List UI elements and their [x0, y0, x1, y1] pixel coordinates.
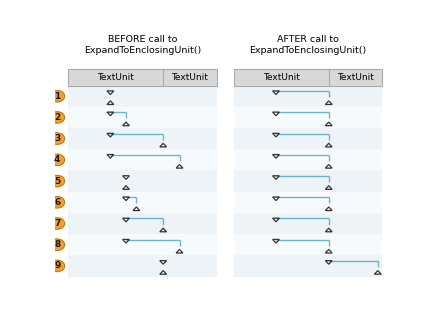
- Bar: [234, 234, 382, 255]
- Circle shape: [50, 133, 65, 144]
- Text: TextUnit: TextUnit: [337, 73, 374, 82]
- Text: 4: 4: [54, 155, 61, 164]
- Bar: [234, 255, 382, 277]
- Bar: [68, 170, 217, 192]
- Bar: [68, 149, 217, 170]
- Bar: [234, 213, 382, 234]
- Bar: [68, 192, 217, 213]
- Bar: [68, 69, 217, 86]
- Text: 1: 1: [54, 92, 60, 101]
- Circle shape: [50, 90, 65, 102]
- Bar: [234, 149, 382, 170]
- Text: 7: 7: [54, 219, 61, 228]
- Circle shape: [50, 239, 65, 250]
- Text: 8: 8: [54, 240, 60, 249]
- Bar: [68, 86, 217, 107]
- Circle shape: [50, 218, 65, 229]
- Bar: [234, 69, 382, 86]
- Bar: [234, 86, 382, 107]
- Circle shape: [50, 197, 65, 208]
- Text: 9: 9: [54, 261, 61, 270]
- Bar: [68, 107, 217, 128]
- Text: 3: 3: [54, 134, 60, 143]
- Bar: [234, 107, 382, 128]
- Bar: [68, 234, 217, 255]
- Bar: [234, 128, 382, 149]
- Circle shape: [50, 260, 65, 271]
- Text: BEFORE call to
ExpandToEnclosingUnit(): BEFORE call to ExpandToEnclosingUnit(): [84, 35, 201, 54]
- Text: TextUnit: TextUnit: [97, 73, 134, 82]
- Bar: [68, 128, 217, 149]
- Bar: [68, 255, 217, 277]
- Bar: [234, 170, 382, 192]
- Circle shape: [50, 175, 65, 187]
- Circle shape: [50, 154, 65, 166]
- Text: 5: 5: [54, 176, 60, 185]
- Circle shape: [50, 112, 65, 123]
- Text: TextUnit: TextUnit: [171, 73, 208, 82]
- Text: 2: 2: [54, 113, 60, 122]
- Text: AFTER call to
ExpandToEnclosingUnit(): AFTER call to ExpandToEnclosingUnit(): [249, 35, 367, 54]
- Bar: [234, 192, 382, 213]
- Bar: [68, 213, 217, 234]
- Text: 6: 6: [54, 198, 60, 207]
- Text: TextUnit: TextUnit: [263, 73, 300, 82]
